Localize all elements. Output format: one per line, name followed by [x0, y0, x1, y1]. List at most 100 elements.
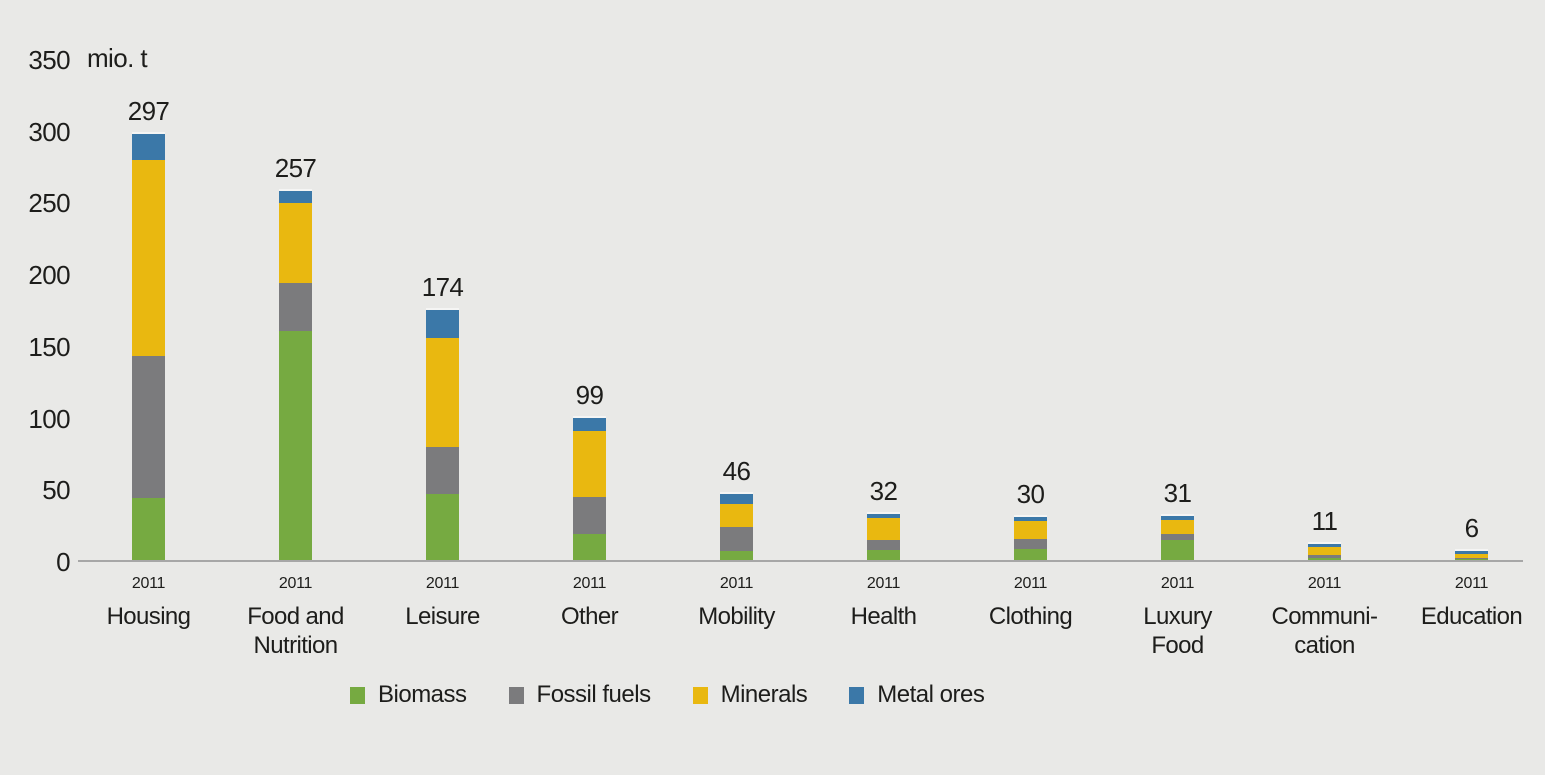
category-label: Housing — [106, 603, 191, 630]
y-tick-label: 200 — [28, 260, 70, 291]
legend-label: Fossil fuels — [536, 681, 652, 708]
bar-segment-minerals — [132, 159, 165, 357]
bar-segment-biomass — [1161, 539, 1194, 560]
legend-swatch-icon — [849, 686, 865, 704]
y-tick-label: 300 — [28, 116, 70, 147]
bar-segment-minerals — [1455, 554, 1488, 558]
bar-top-highlight — [1014, 514, 1047, 517]
bar-segment-minerals — [279, 202, 312, 284]
legend-item-metal-ores: Metal ores — [849, 681, 985, 709]
bar-segment-biomass — [132, 498, 165, 560]
bar-top-highlight — [1161, 513, 1194, 516]
category-label: Leisure — [405, 603, 480, 630]
bar-segment-metal-ores — [573, 418, 606, 431]
bar-segment-fossil-fuels — [132, 356, 165, 499]
y-tick-label: 50 — [42, 475, 70, 506]
category-label: Clothing — [988, 603, 1073, 630]
year-label: 2011 — [1454, 575, 1489, 592]
bar-top-highlight — [132, 132, 165, 135]
bar-segment-fossil-fuels — [1308, 555, 1341, 558]
category-label: Education — [1420, 603, 1523, 630]
axis-unit-label: mio. t — [87, 43, 148, 73]
bar-segment-biomass — [867, 549, 900, 560]
year-label: 2011 — [1013, 575, 1048, 592]
bar-segment-biomass — [1308, 557, 1341, 560]
year-label: 2011 — [1160, 575, 1195, 592]
legend-label: Metal ores — [877, 681, 985, 708]
bar-total-label: 297 — [127, 96, 170, 127]
bar-segment-fossil-fuels — [279, 283, 312, 331]
legend-item-fossil-fuels: Fossil fuels — [508, 681, 652, 709]
y-tick-label: 150 — [28, 331, 70, 362]
bar-segment-fossil-fuels — [1455, 557, 1488, 559]
bar-top-highlight — [867, 512, 900, 515]
bar-segment-metal-ores — [1014, 516, 1047, 522]
bar-segment-biomass — [279, 330, 312, 560]
bar-total-label: 32 — [869, 476, 898, 507]
bar-segment-metal-ores — [1455, 551, 1488, 555]
year-label: 2011 — [1307, 575, 1342, 592]
bar-segment-metal-ores — [867, 514, 900, 519]
bar-top-highlight — [426, 308, 459, 311]
bar-segment-biomass — [573, 534, 606, 560]
bar-segment-fossil-fuels — [720, 527, 753, 552]
bar-segment-fossil-fuels — [1014, 538, 1047, 549]
legend-item-biomass: Biomass — [350, 681, 467, 709]
bar-total-label: 99 — [575, 380, 604, 410]
bar-top-highlight — [279, 189, 312, 192]
bar-segment-fossil-fuels — [426, 446, 459, 495]
bar-segment-minerals — [573, 430, 606, 497]
legend-label: Minerals — [720, 681, 808, 708]
bar-segment-metal-ores — [1161, 515, 1194, 520]
bar-segment-metal-ores — [132, 134, 165, 160]
x-axis-line — [78, 560, 1523, 562]
y-tick-label: 350 — [28, 45, 70, 75]
legend-item-minerals: Minerals — [692, 681, 808, 709]
year-label: 2011 — [572, 575, 607, 592]
bar-segment-fossil-fuels — [867, 539, 900, 550]
year-label: 2011 — [278, 575, 313, 592]
bar-total-label: 6 — [1464, 513, 1479, 544]
bar-segment-biomass — [1455, 558, 1488, 560]
bar-segment-biomass — [426, 494, 459, 560]
y-tick-label: 250 — [28, 188, 70, 219]
legend-label: Biomass — [378, 681, 467, 708]
bar-top-highlight — [1308, 542, 1341, 545]
year-label: 2011 — [719, 575, 754, 592]
category-label: Luxury Food — [1143, 603, 1212, 659]
bar-segment-minerals — [1014, 521, 1047, 539]
legend: Biomass Fossil fuels Minerals Metal ores — [350, 681, 985, 709]
bar-top-highlight — [573, 416, 606, 419]
bar-segment-metal-ores — [720, 494, 753, 505]
bar-total-label: 174 — [421, 272, 464, 303]
bar-segment-fossil-fuels — [573, 496, 606, 535]
legend-swatch-icon — [692, 686, 708, 704]
bar-total-label: 46 — [722, 456, 751, 487]
bar-segment-metal-ores — [1308, 544, 1341, 548]
bar-total-label: 31 — [1163, 477, 1192, 508]
bar-segment-biomass — [720, 551, 753, 560]
y-tick-label: 0 — [56, 547, 70, 577]
bar-segment-minerals — [720, 504, 753, 528]
bar-segment-metal-ores — [426, 310, 459, 338]
bar-top-highlight — [1455, 549, 1488, 552]
bar-total-label: 257 — [274, 153, 317, 184]
legend-swatch-icon — [350, 686, 365, 704]
category-label: Mobility — [698, 603, 775, 630]
bar-segment-minerals — [1308, 547, 1341, 555]
bar-segment-minerals — [1161, 519, 1194, 535]
legend-swatch-icon — [508, 686, 524, 704]
category-label: Health — [850, 603, 917, 630]
year-label: 2011 — [866, 575, 901, 592]
bar-top-highlight — [720, 492, 753, 495]
bar-total-label: 30 — [1016, 478, 1045, 509]
bar-segment-metal-ores — [279, 191, 312, 203]
year-label: 2011 — [425, 575, 460, 592]
category-label: Communi- cation — [1271, 603, 1378, 659]
bar-segment-minerals — [867, 518, 900, 540]
bar-total-label: 11 — [1311, 506, 1338, 537]
category-label: Other — [560, 603, 619, 630]
bar-segment-fossil-fuels — [1161, 534, 1194, 540]
category-label: Food and Nutrition — [247, 603, 344, 659]
